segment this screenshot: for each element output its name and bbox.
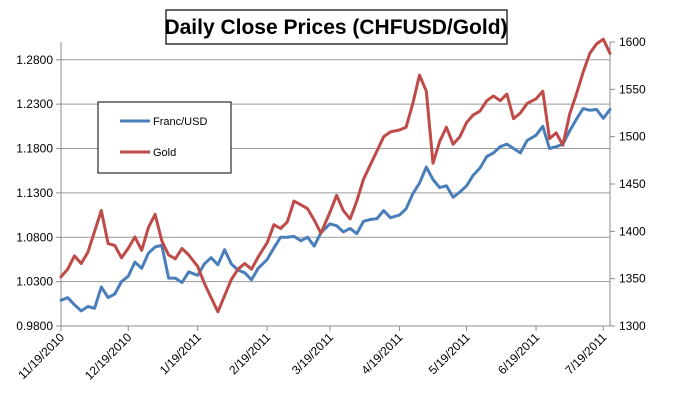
chart-title: Daily Close Prices (CHFUSD/Gold) [164, 16, 507, 39]
legend-label-franc: Franc/USD [153, 116, 207, 128]
y-left-tick-label: 1.0300 [16, 275, 53, 289]
chart-title-box: Daily Close Prices (CHFUSD/Gold) [164, 9, 508, 45]
title-frame [165, 9, 508, 45]
y-left-tick-label: 1.0800 [16, 230, 53, 244]
y-right-tick-label: 1600 [619, 35, 646, 49]
y-left-tick-label: 0.9800 [16, 319, 53, 333]
y-right-tick-label: 1300 [619, 319, 646, 333]
series-lines [59, 37, 612, 314]
y-right-tick-label: 1350 [619, 272, 646, 286]
y-left-tick-label: 1.1300 [16, 186, 53, 200]
y-right-tick-label: 1550 [619, 82, 646, 96]
legend: Franc/USD Gold [97, 101, 232, 174]
y-left-tick-label: 1.1800 [16, 142, 53, 156]
series-line-gold [59, 37, 612, 314]
y-left-tick-label: 1.2800 [16, 53, 53, 67]
y-right-tick-label: 1400 [619, 224, 646, 238]
y-left-tick-label: 1.2300 [16, 97, 53, 111]
legend-label-gold: Gold [153, 147, 176, 159]
y-right-tick-label: 1500 [619, 130, 646, 144]
legend-box [97, 101, 232, 174]
series-line-franc-usd [59, 107, 612, 313]
y-right-tick-label: 1450 [619, 177, 646, 191]
